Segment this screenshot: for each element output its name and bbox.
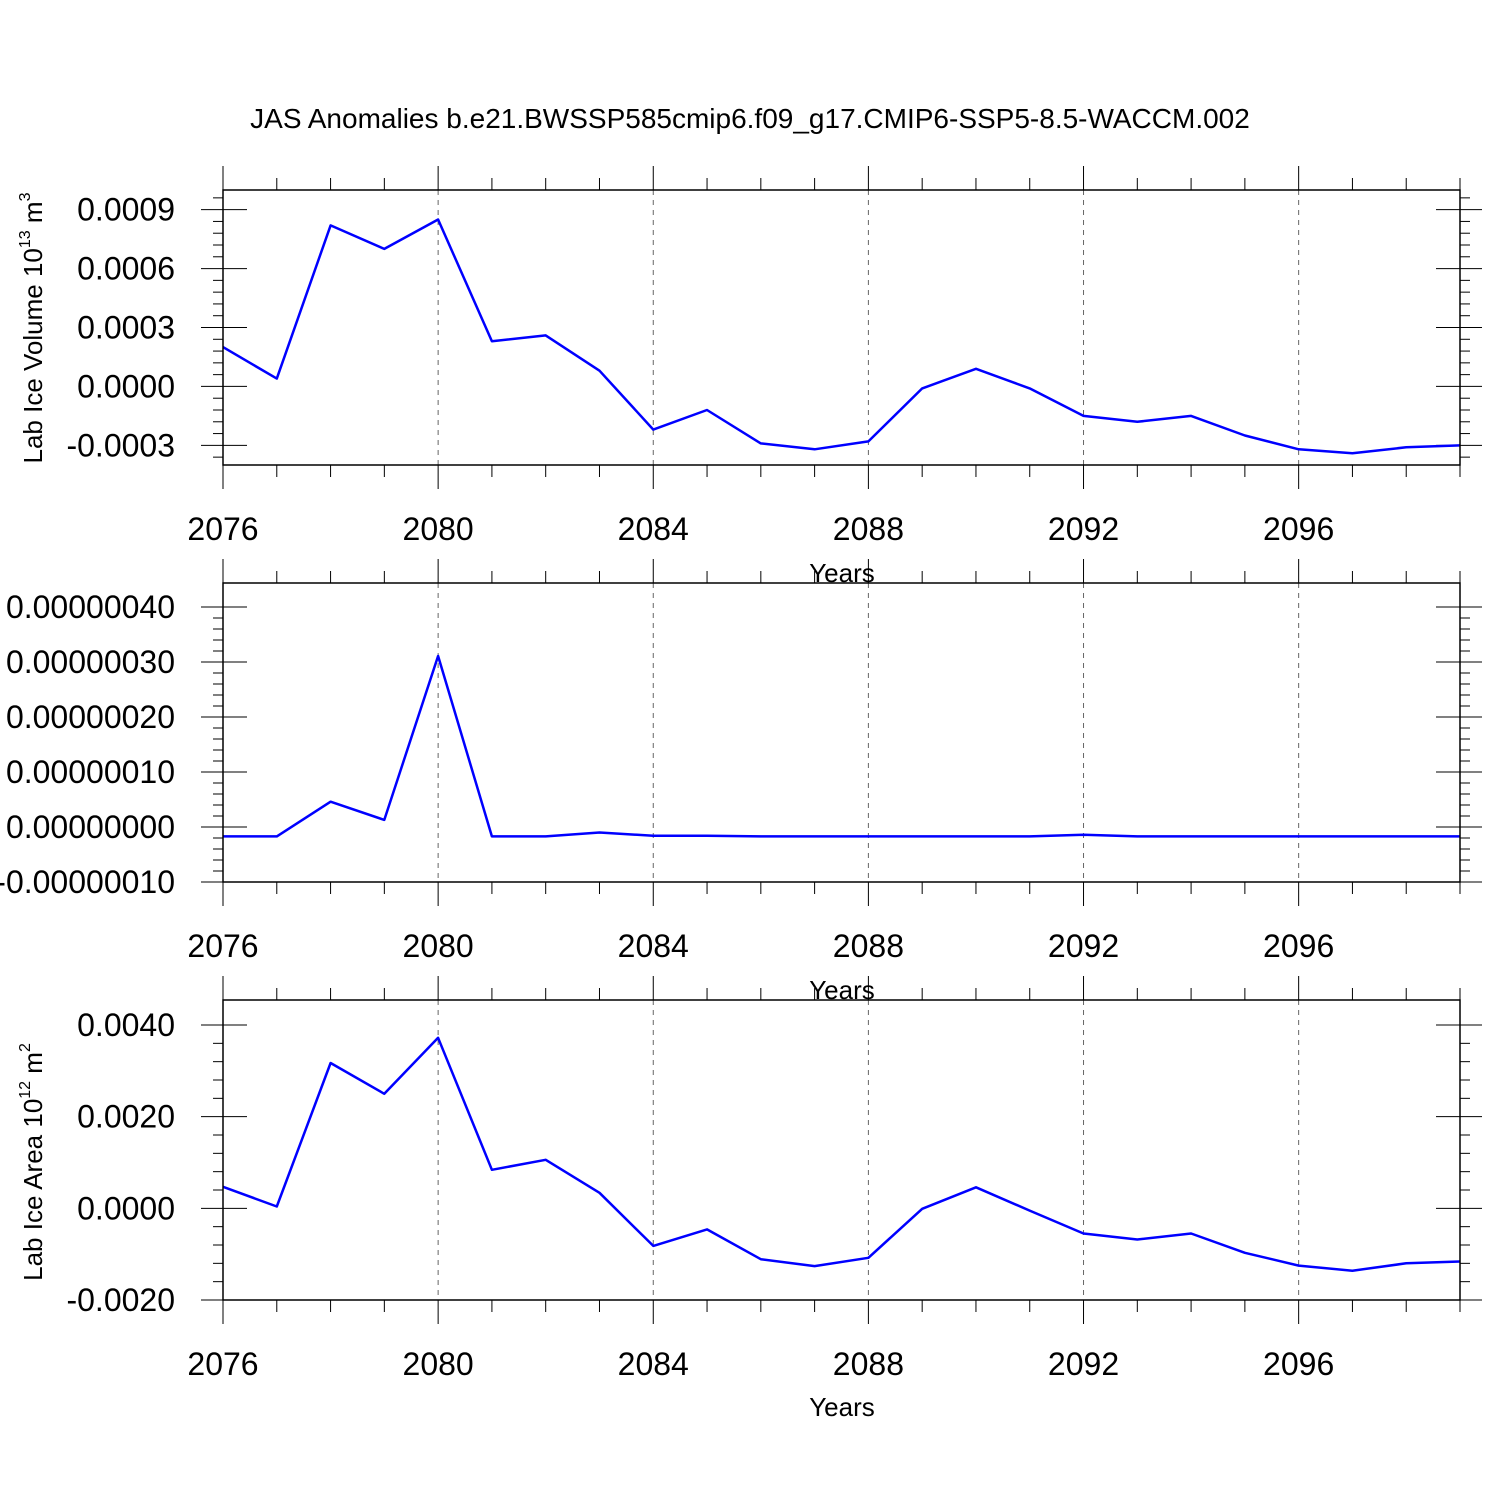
plot-frame-middle (222, 582, 1461, 883)
panel-middle: -0.00000010 0.00000000 0.00000010 0.0000002… (0, 559, 1482, 1005)
y-tick-label: 0.0040 (77, 1007, 175, 1043)
panel-ice-volume: -0.0003 0.0000 0.0003 0.0006 0.0009 2076 2080 2… (17, 166, 1482, 588)
series-line-middle (223, 654, 1460, 838)
x-tick-label: 2076 (187, 511, 258, 547)
y-tick-label: 0.0000 (77, 368, 175, 404)
x-tick-label: 2088 (833, 928, 904, 964)
plot-frame-ice-area (222, 999, 1461, 1301)
series-line-ice-area (222, 1036, 1461, 1272)
y-tick-label: 0.0020 (77, 1099, 175, 1135)
x-tick-label: 2096 (1263, 1346, 1334, 1382)
y-tick-label: 0.0006 (77, 251, 175, 287)
x-tick-label: 2084 (618, 511, 689, 547)
x-tick-label: 2076 (187, 1346, 258, 1382)
plot-frame-ice-volume (222, 189, 1461, 466)
y-tick-label: 0.00000030 (6, 644, 175, 680)
x-tick-label: 2084 (618, 1346, 689, 1382)
y-tick-label: 0.00000000 (6, 809, 175, 845)
y-tick-label: 0.0009 (77, 192, 175, 228)
x-tick-label: 2096 (1263, 511, 1334, 547)
x-tick-label: 2080 (403, 1346, 474, 1382)
x-tick-label: 2076 (187, 928, 258, 964)
y-tick-label: -0.0020 (66, 1282, 175, 1318)
y-tick-label: 0.0003 (77, 310, 175, 346)
series-line-ice-volume (222, 218, 1461, 455)
y-axis-label: Lab Ice Volume 1013 m3 (17, 192, 48, 463)
y-tick-label: 0.00000010 (6, 754, 175, 790)
panel-ice-area: -0.0020 0.0000 0.0020 0.0040 2076 2080 2084 208… (17, 976, 1482, 1422)
x-tick-label: 2092 (1048, 1346, 1119, 1382)
x-tick-label: 2088 (833, 1346, 904, 1382)
x-tick-label: 2088 (833, 511, 904, 547)
y-tick-label: 0.00000020 (6, 699, 175, 735)
y-tick-label: 0.00000040 (6, 589, 175, 625)
x-tick-label: 2080 (403, 928, 474, 964)
y-tick-label: -0.00000010 (0, 864, 175, 900)
x-tick-label: 2092 (1048, 511, 1119, 547)
x-tick-label: 2080 (403, 511, 474, 547)
y-tick-label: 0.0000 (77, 1190, 175, 1226)
y-axis-label: Lab Ice Area 1012 m2 (17, 1043, 48, 1281)
x-tick-label: 2084 (618, 928, 689, 964)
x-tick-label: 2092 (1048, 928, 1119, 964)
y-tick-label: -0.0003 (66, 427, 175, 463)
chart-title: JAS Anomalies b.e21.BWSSP585cmip6.f09_g1… (250, 103, 1250, 134)
x-axis-label: Years (809, 1392, 875, 1422)
x-tick-label: 2096 (1263, 928, 1334, 964)
